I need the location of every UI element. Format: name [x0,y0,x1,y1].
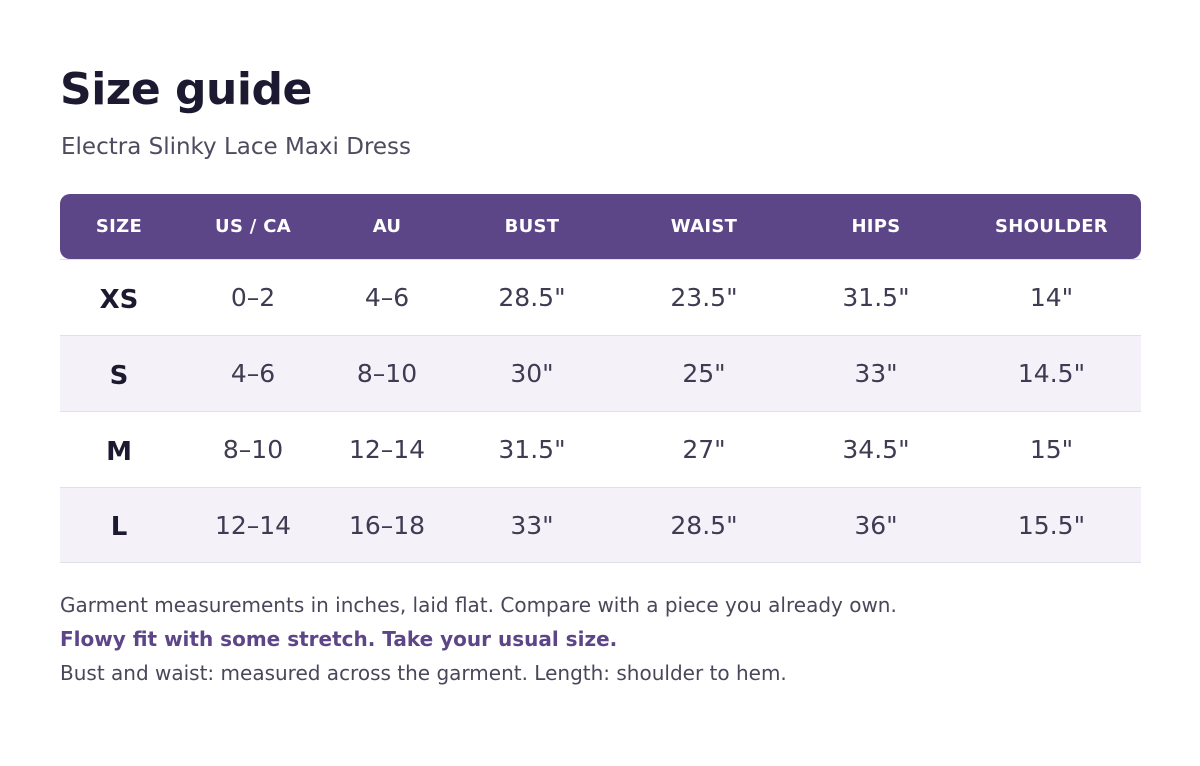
measurement-note: Garment measurements in inches, laid fla… [60,593,897,617]
header-waist: WAIST [670,216,738,237]
waist-cell: 27" [682,435,726,464]
shoulder-cell: 14" [1029,283,1074,312]
size-cell: S [109,360,129,391]
header-size: SIZE [95,216,143,237]
bust-cell: 31.5" [498,435,566,464]
header-bust: BUST [504,216,560,237]
waist-cell: 23.5" [670,283,738,312]
waist-cell: 28.5" [670,510,738,540]
hips-cell: 36" [854,510,898,540]
shoulder-cell: 15.5" [1017,510,1086,540]
size-table: SIZE US / CA AU BUST WAIST HIPS SHOULDER… [60,194,1141,563]
table-row: XS 0–2 4–6 28.5" 23.5" 31.5" 14" [60,259,1141,335]
us-ca-cell: 12–14 [214,510,292,540]
hips-cell: 31.5" [842,283,910,312]
au-cell: 4–6 [364,283,410,312]
au-cell: 8–10 [356,359,418,388]
header-us-ca: US / CA [215,216,291,237]
header-shoulder: SHOULDER [995,216,1108,237]
waist-cell: 25" [682,359,726,388]
shoulder-cell: 15" [1029,435,1074,464]
shoulder-cell: 14.5" [1017,359,1086,388]
product-name: Electra Slinky Lace Maxi Dress [61,134,412,160]
hips-cell: 34.5" [842,435,910,464]
hips-cell: 33" [854,359,898,388]
page-title: Size guide [60,64,312,115]
us-ca-cell: 4–6 [230,359,276,388]
au-cell: 16–18 [348,510,426,540]
bust-cell: 33" [510,510,554,540]
table-row: S 4–6 8–10 30" 25" 33" 14.5" [60,335,1141,411]
au-cell: 12–14 [348,435,426,464]
us-ca-cell: 8–10 [222,435,284,464]
bust-cell: 30" [510,359,554,388]
method-note: Bust and waist: measured across the garm… [60,661,787,685]
header-hips: HIPS [851,216,901,237]
size-cell: M [106,436,132,467]
size-cell: L [110,512,128,542]
fit-note: Flowy fit with some stretch. Take your u… [60,627,618,651]
size-cell: XS [99,284,139,315]
bust-cell: 28.5" [498,283,566,312]
size-notes: Garment measurements in inches, laid fla… [60,588,897,690]
header-au: AU [372,216,402,237]
table-row: L 12–14 16–18 33" 28.5" 36" 15.5" [60,487,1141,563]
table-row: M 8–10 12–14 31.5" 27" 34.5" 15" [60,411,1141,487]
us-ca-cell: 0–2 [230,283,276,312]
table-header: SIZE US / CA AU BUST WAIST HIPS SHOULDER [60,194,1141,259]
